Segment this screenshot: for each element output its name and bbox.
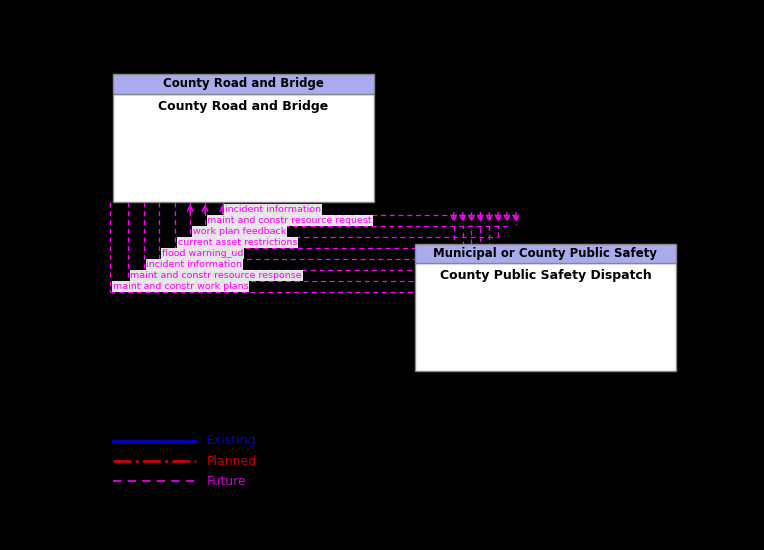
Text: Municipal or County Public Safety: Municipal or County Public Safety — [433, 247, 658, 260]
Text: County Public Safety Dispatch: County Public Safety Dispatch — [439, 270, 652, 282]
Text: flood warning_ud: flood warning_ud — [162, 249, 243, 258]
Text: maint and constr work plans: maint and constr work plans — [112, 282, 248, 291]
Text: County Road and Bridge: County Road and Bridge — [163, 78, 324, 91]
Bar — [113, 74, 374, 94]
Text: maint and constr resource response: maint and constr resource response — [131, 271, 302, 280]
Text: maint and constr resource request: maint and constr resource request — [207, 216, 372, 225]
Text: work plan feedback: work plan feedback — [193, 227, 286, 236]
Text: Existing: Existing — [207, 434, 256, 447]
Bar — [113, 94, 374, 201]
Text: County Road and Bridge: County Road and Bridge — [158, 100, 329, 113]
Bar — [416, 263, 676, 371]
Text: Planned: Planned — [207, 455, 257, 468]
Text: incident information: incident information — [225, 205, 321, 214]
Bar — [416, 244, 676, 263]
Text: incident information: incident information — [147, 260, 242, 269]
Text: Future: Future — [207, 475, 247, 488]
Text: current asset restrictions: current asset restrictions — [178, 238, 297, 247]
